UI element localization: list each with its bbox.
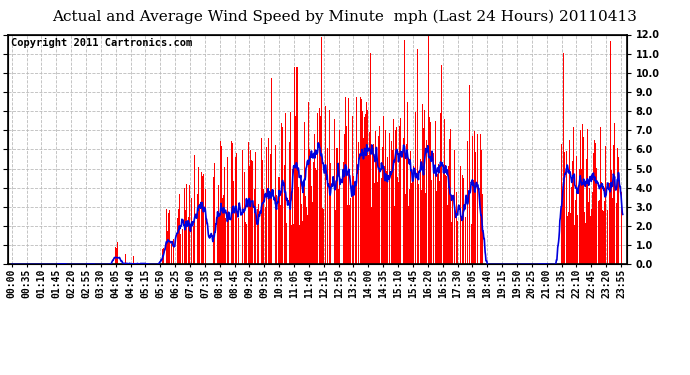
Text: Actual and Average Wind Speed by Minute  mph (Last 24 Hours) 20110413: Actual and Average Wind Speed by Minute … bbox=[52, 9, 638, 24]
Text: Copyright 2011 Cartronics.com: Copyright 2011 Cartronics.com bbox=[11, 38, 193, 48]
